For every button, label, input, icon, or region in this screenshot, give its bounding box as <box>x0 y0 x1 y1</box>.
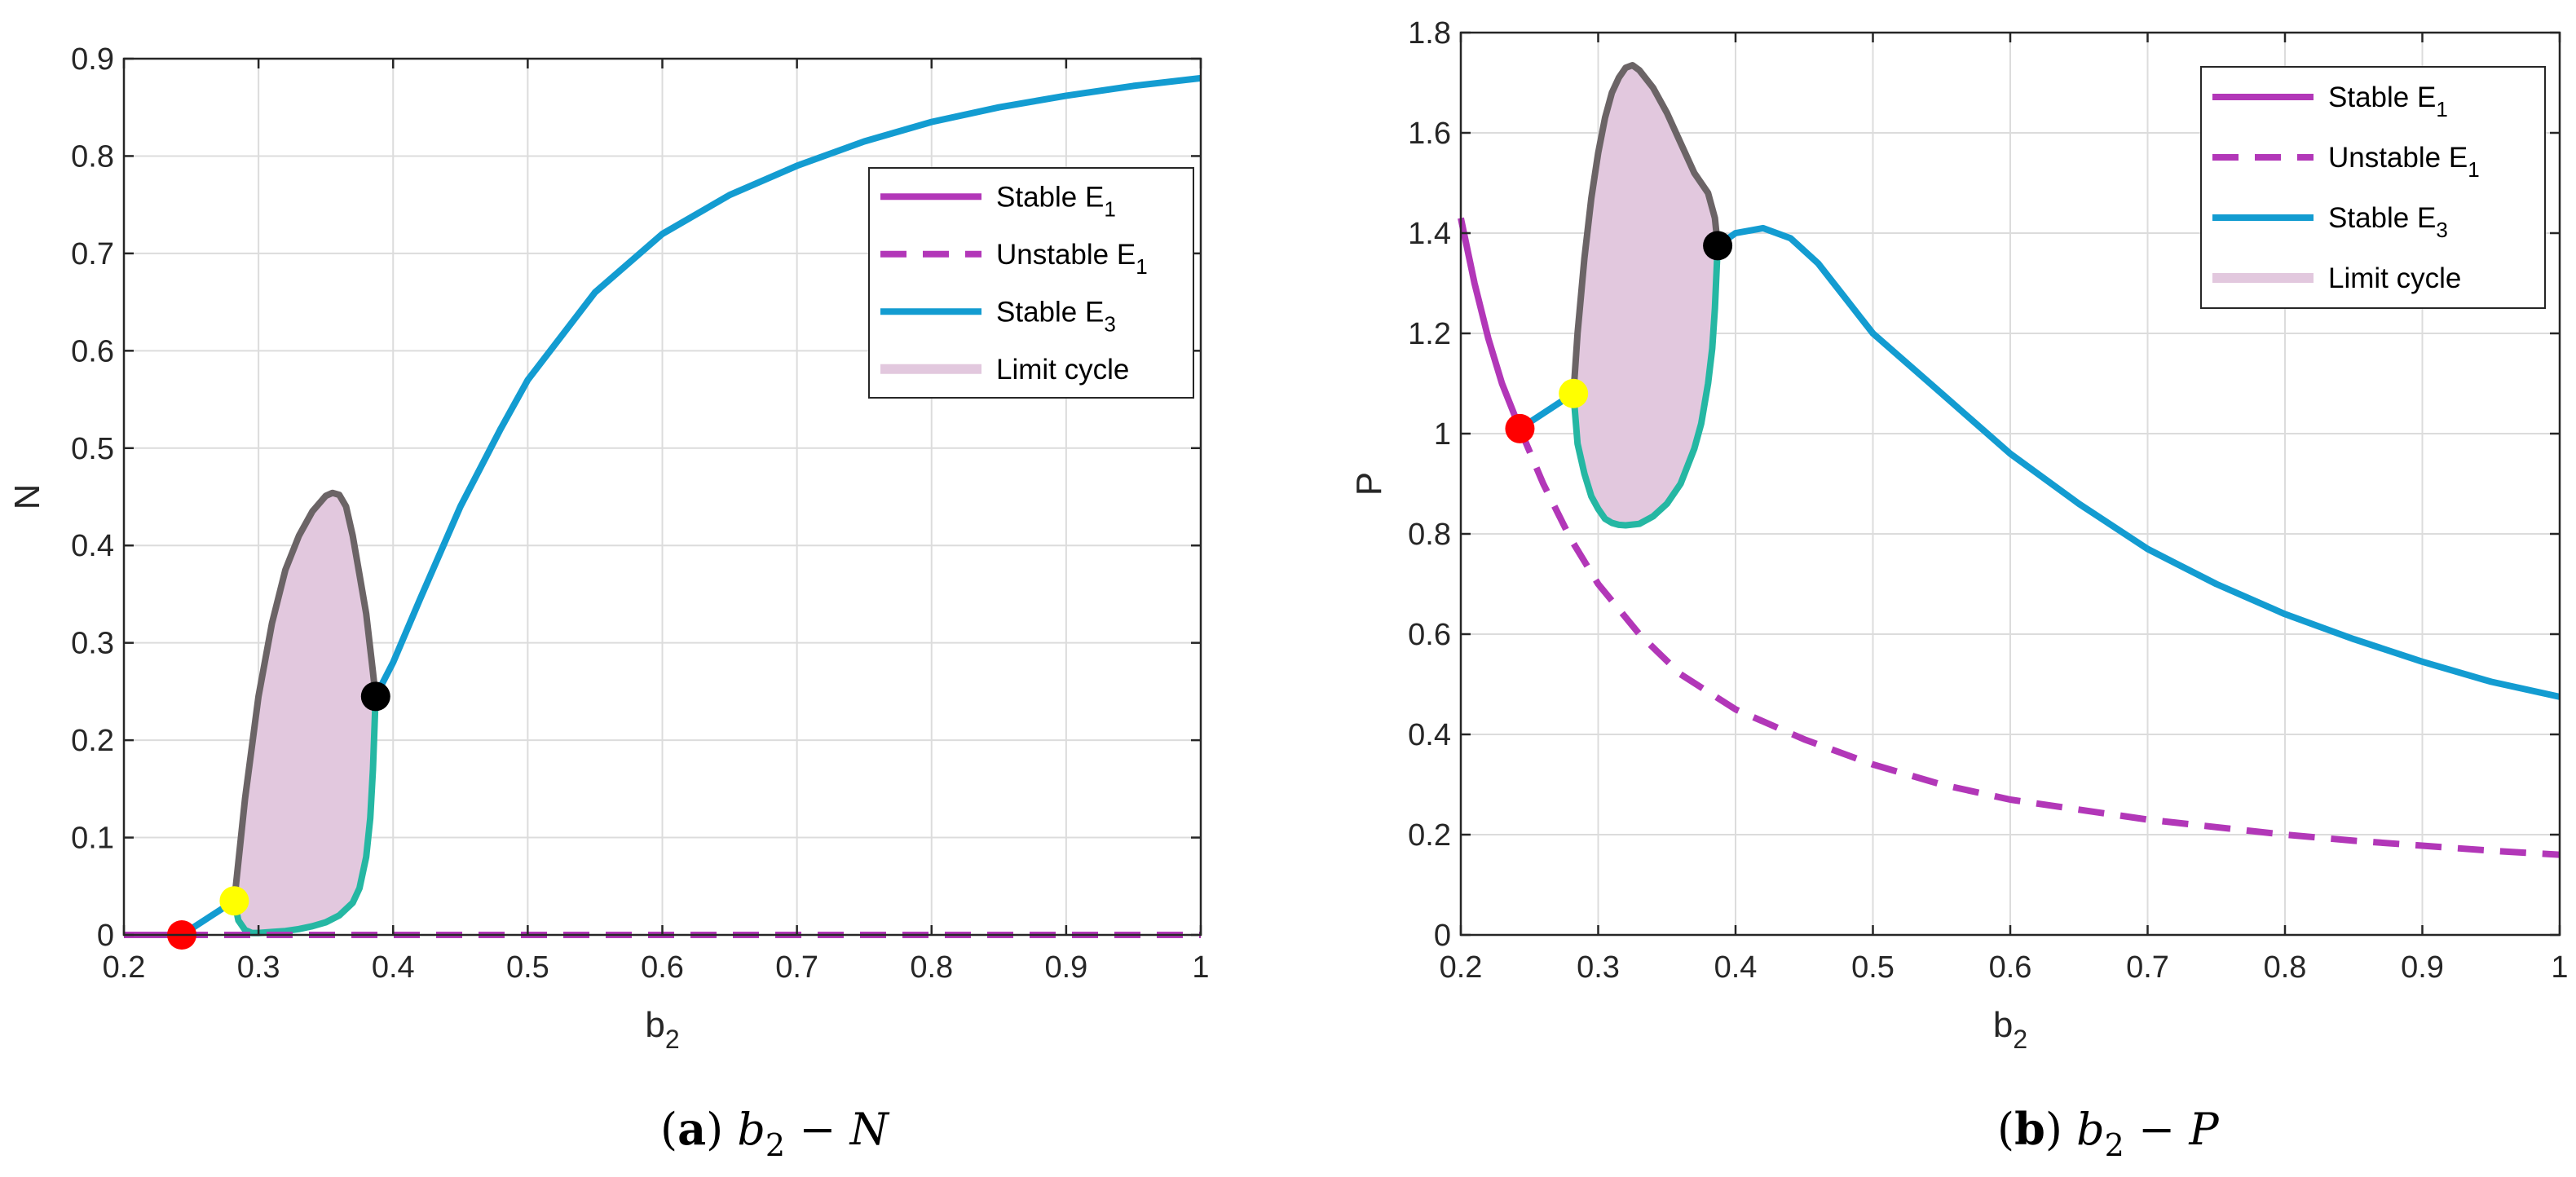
y-tick-label: 0.6 <box>1408 618 1451 652</box>
y-tick-label: 1.8 <box>1408 16 1451 51</box>
x-tick-label: 0.9 <box>1044 950 1087 985</box>
y-tick-label: 1.4 <box>1408 217 1451 251</box>
limit-cycle-upper-branch <box>231 489 379 901</box>
x-tick-label: 0.8 <box>910 950 953 985</box>
y-tick-label: 1 <box>1434 417 1451 452</box>
yellow-point <box>1559 378 1589 408</box>
series-stable-e3-high- <box>1715 224 2561 700</box>
limit-cycle-lower-branch <box>1570 245 1722 529</box>
x-tick-label: 0.6 <box>641 950 684 985</box>
x-tick-label: 0.8 <box>2264 950 2307 985</box>
x-tick-label: 0.5 <box>506 950 549 985</box>
legend-label: Unstable E1 <box>2328 142 2480 182</box>
y-tick-label: 0.2 <box>1408 818 1451 853</box>
legend: Stable E1 Unstable E1 Stable E3 Limit cycle <box>2200 66 2546 309</box>
legend-label: Stable E1 <box>996 181 1116 221</box>
legend-label: Limit cycle <box>2328 262 2461 294</box>
x-tick-label: 0.3 <box>1577 950 1620 985</box>
legend-label: Unstable E1 <box>996 239 1148 279</box>
yellow-point <box>219 886 249 916</box>
limit-cycle-upper-branch <box>1570 62 1722 395</box>
y-axis-label: N <box>7 484 47 510</box>
x-axis-label: b2 <box>1993 1005 2027 1054</box>
x-tick-label: 0.9 <box>2401 950 2444 985</box>
x-tick-label: 1 <box>1192 950 1209 985</box>
y-tick-label: 0.9 <box>71 42 114 77</box>
ticks: 0.2 0.3 0.4 0.5 0.6 0.7 0.8 0.9 100.20.40.60.811… <box>1408 16 2568 985</box>
y-tick-label: 1.6 <box>1408 117 1451 151</box>
y-tick-label: 0 <box>1434 919 1451 953</box>
x-tick-label: 0.2 <box>103 950 146 985</box>
x-tick-label: 0.4 <box>1714 950 1758 985</box>
series-unstable-e1 <box>1516 427 2561 858</box>
x-tick-label: 1 <box>2551 950 2568 985</box>
panel-caption: (a) b2 − N <box>660 1103 890 1163</box>
x-tick-label: 0.4 <box>372 950 415 985</box>
x-axis-label: b2 <box>645 1005 679 1054</box>
limit-cycle-region <box>234 492 376 933</box>
x-tick-label: 0.3 <box>237 950 280 985</box>
y-axis-label: P <box>1349 472 1389 496</box>
x-tick-label: 0.6 <box>1989 950 2032 985</box>
y-tick-label: 1.2 <box>1408 317 1451 351</box>
y-tick-label: 0.8 <box>1408 518 1451 552</box>
y-tick-label: 0 <box>97 919 114 953</box>
legend-box <box>868 167 1194 399</box>
x-tick-label: 0.7 <box>775 950 818 985</box>
panel-a: 0.2 0.3 0.4 0.5 0.6 0.7 0.8 0.9 1 0 0.1 0.2 0.3 0.4 0.… <box>7 42 1210 1163</box>
legend: Stable E1 Unstable E1 Stable E3 Limit cycle <box>868 167 1194 399</box>
legend-label: Stable E3 <box>2328 202 2448 242</box>
y-tick-label: 0.5 <box>71 432 114 466</box>
red-point <box>1505 413 1535 443</box>
y-tick-label: 0.6 <box>71 334 114 368</box>
y-tick-label: 0.4 <box>1408 718 1451 752</box>
y-tick-label: 0.8 <box>71 139 114 174</box>
y-tick-label: 0.3 <box>71 627 114 661</box>
x-tick-label: 0.2 <box>1440 950 1483 985</box>
y-tick-label: 0.7 <box>71 237 114 271</box>
black-point <box>360 681 390 712</box>
y-tick-label: 0.2 <box>71 724 114 758</box>
legend-label: Limit cycle <box>996 354 1129 386</box>
x-tick-label: 0.5 <box>1851 950 1895 985</box>
legend-label: Stable E3 <box>996 296 1116 336</box>
limit-cycle-region <box>1573 65 1718 526</box>
black-point <box>1703 231 1733 261</box>
y-tick-label: 0.4 <box>71 529 114 563</box>
x-tick-label: 0.7 <box>2126 950 2169 985</box>
panel-caption: (b) b2 − P <box>1997 1103 2220 1163</box>
ticks: 0.2 0.3 0.4 0.5 0.6 0.7 0.8 0.9 1 0 0.1 0.2 0.3 0.4 0.… <box>71 42 1209 985</box>
y-tick-label: 0.1 <box>71 822 114 856</box>
panel-b: 0.2 0.3 0.4 0.5 0.6 0.7 0.8 0.9 100.20.40.60.811… <box>1349 16 2569 1163</box>
series-stable-e1 <box>1458 217 1524 430</box>
series-stable-e3-high- <box>373 74 1202 699</box>
legend-box <box>2200 66 2546 309</box>
legend-label: Stable E1 <box>2328 82 2448 121</box>
